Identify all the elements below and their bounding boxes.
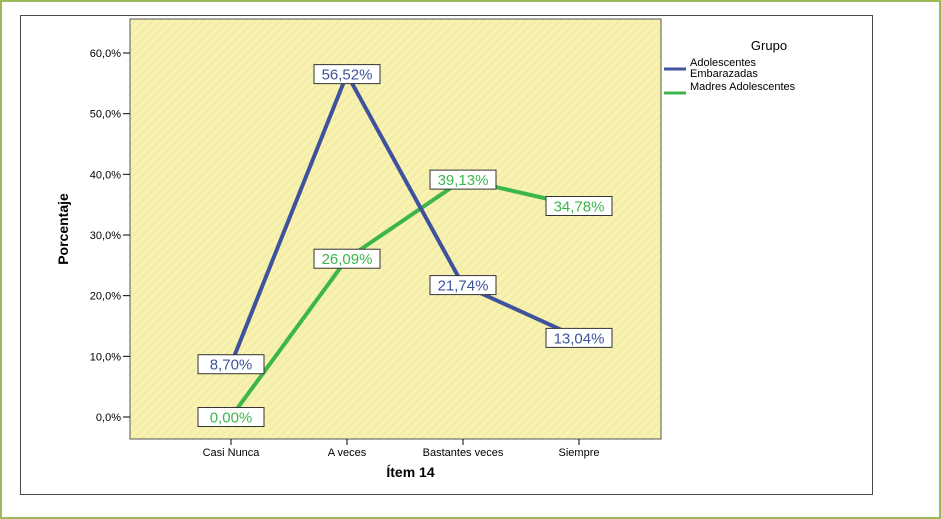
data-label-box (197, 407, 265, 427)
data-label: 26,09% (313, 248, 381, 269)
y-tick-label: 50,0% (90, 109, 121, 121)
legend-label: Embarazadas (690, 68, 758, 80)
y-tick-label: 60,0% (90, 48, 121, 60)
data-label-box (429, 169, 497, 190)
data-label-text: 39,13% (438, 172, 489, 189)
series-line (229, 177, 580, 419)
y-axis: 0,0% 10,0% 20,0% 30,0% 40,0% 50,0% 60,0% (90, 48, 130, 424)
data-label-text: 8,70% (210, 357, 253, 374)
data-label-text: 13,04% (554, 330, 605, 347)
x-tick-label: Bastantes veces (423, 447, 504, 459)
plot-area (129, 18, 662, 440)
x-tick-label: Casi Nunca (203, 447, 261, 459)
data-label-text: 34,78% (554, 199, 605, 216)
data-label: 21,74% (429, 275, 497, 296)
data-label-box (545, 327, 613, 348)
line-chart: 0,0% 10,0% 20,0% 30,0% 40,0% 50,0% 60,0% Casi … (55, 18, 796, 480)
y-axis-title: Porcentaje (55, 193, 71, 265)
data-label-box (545, 196, 613, 217)
y-tick-label: 30,0% (90, 230, 121, 242)
data-label-box (197, 354, 265, 375)
y-tick-label: 20,0% (90, 291, 121, 303)
data-label-text: 26,09% (322, 251, 373, 268)
series-line (229, 69, 580, 365)
data-label: 13,04% (545, 327, 613, 348)
series-layer (229, 69, 580, 419)
data-label: 34,78% (545, 196, 613, 217)
data-label-box (313, 64, 381, 85)
y-tick-label: 0,0% (96, 412, 121, 424)
data-label-text: 21,74% (438, 278, 489, 295)
data-label-box (429, 275, 497, 296)
data-label-text: 0,00% (210, 410, 253, 427)
data-label: 39,13% (429, 169, 497, 190)
data-labels: 8,70% 56,52% 21,74% 13,04% 0,00% 26,09% 39,13%… (197, 64, 613, 427)
x-tick-label: A veces (328, 447, 367, 459)
data-label-text: 56,52% (322, 67, 373, 84)
data-label: 8,70% (197, 354, 265, 375)
chart-panel: 0,0% 10,0% 20,0% 30,0% 40,0% 50,0% 60,0% Casi … (20, 15, 873, 495)
x-axis-title: Ítem 14 (386, 464, 434, 480)
x-axis: Casi Nunca A veces Bastantes veces Siempre (203, 439, 600, 459)
data-label: 0,00% (197, 407, 265, 427)
data-label: 56,52% (313, 64, 381, 85)
x-tick-label: Siempre (559, 447, 600, 459)
y-tick-label: 10,0% (90, 351, 121, 363)
data-label-box (313, 248, 381, 269)
legend-label: Madres Adolescentes (690, 81, 796, 93)
legend-label: Adolescentes (690, 57, 757, 69)
y-tick-label: 40,0% (90, 169, 121, 181)
legend-title: Grupo (751, 38, 787, 53)
